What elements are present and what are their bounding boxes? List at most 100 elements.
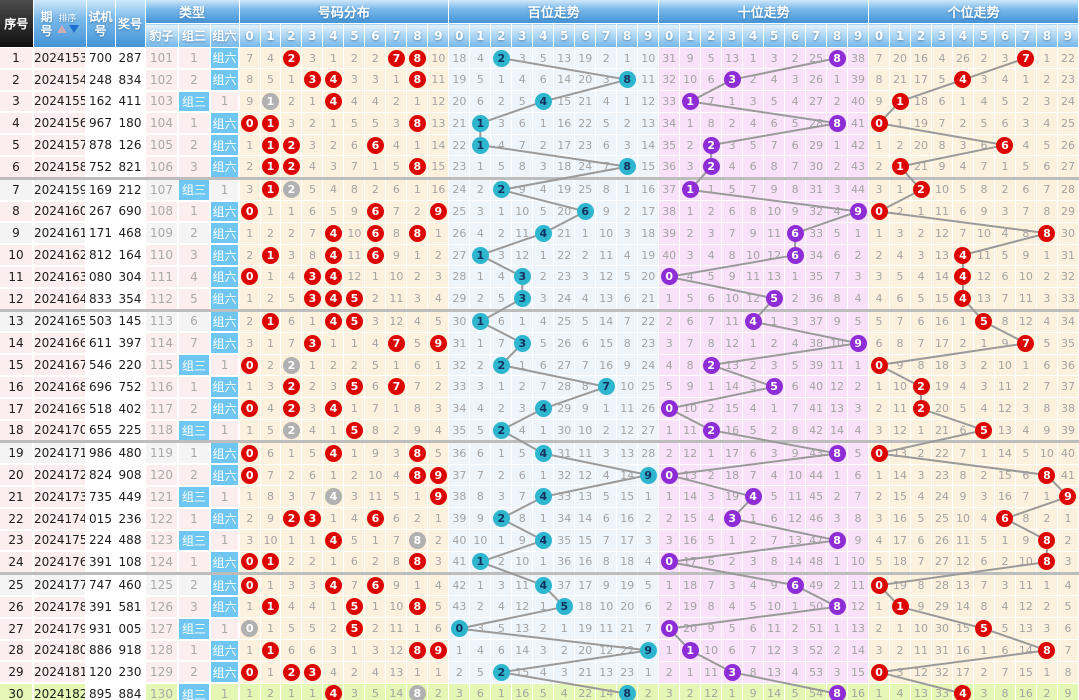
hundreds-cell: 6	[574, 200, 597, 223]
tens-cell: 6	[700, 287, 723, 311]
units-cell: 3	[889, 661, 912, 684]
hundreds-cell: 11	[616, 397, 639, 421]
tens-cell: 37	[658, 176, 681, 202]
hundreds-cell: 3	[511, 287, 534, 311]
test-cell: 169	[86, 176, 116, 202]
seq-cell: 18	[0, 419, 34, 443]
hundreds-cell: 19	[574, 47, 597, 70]
dist-cell: 10	[385, 595, 408, 619]
units-cell: 5	[952, 176, 974, 202]
hundreds-cell: 18	[637, 222, 660, 245]
zu6-column-header: 组六	[210, 23, 240, 48]
dist-cell: 9	[260, 507, 282, 531]
sort-asc-icon[interactable]	[56, 25, 67, 33]
units-cell: 4	[889, 683, 912, 700]
data-row-20: 20 2024172 824 908 120 2 组六 0 7 2 6 1 2 10 4 8 9 37 7 2 6 1 32…	[0, 464, 1079, 487]
dist-cell: 3	[301, 134, 324, 157]
hit-circle: 3	[303, 268, 321, 286]
dist-cell: 4	[427, 287, 450, 311]
digit-col-header-dist-8: 8	[406, 23, 429, 48]
data-row-8: 8 2024160 267 690 108 1 组六 0 1 1 6 5 9 6 7 2 9 25 3 1 10 5 20 6…	[0, 200, 1079, 224]
dist-cell: 1	[322, 112, 345, 135]
tens-cell: 1	[826, 464, 849, 487]
period-label: 期号	[40, 9, 53, 38]
z6-cell: 组六	[210, 308, 241, 334]
z6-cell: 1	[210, 617, 241, 641]
tens-cell: 8	[826, 529, 849, 552]
units-cell: 1	[868, 683, 891, 700]
dist-cell: 10	[364, 464, 387, 487]
units-cell: 12	[973, 265, 995, 289]
units-cell: 3	[910, 244, 932, 267]
hundreds-cell: 5	[511, 440, 534, 465]
hundreds-cell: 5	[490, 155, 513, 179]
hundreds-cell: 10	[595, 222, 618, 245]
hundreds-cell: 38	[448, 485, 471, 509]
tens-cell: 8	[826, 112, 849, 135]
hundreds-cell: 2	[595, 47, 618, 70]
dist-cell: 13	[427, 112, 450, 135]
tens-cell: 2	[679, 134, 702, 157]
hundreds-cell: 4	[511, 68, 534, 92]
tens-cell: 4	[742, 397, 765, 421]
tens-cell: 3	[658, 529, 681, 552]
tens-cell: 4	[847, 419, 870, 443]
hundreds-cell: 31	[448, 332, 471, 355]
dist-cell: 11	[385, 287, 408, 311]
tens-cell: 1	[658, 485, 681, 509]
tens-cell: 13	[721, 47, 744, 70]
seq-cell: 11	[0, 265, 34, 289]
tens-cell: 0	[658, 464, 681, 487]
data-row-13: 13 2024165 503 145 113 6 组六 2 1 6 1 4 5 3 12 4 5 30 1 6 1 4 25…	[0, 308, 1079, 334]
sort-widget[interactable]: 排序	[56, 14, 79, 33]
z3-cell: 1	[178, 47, 211, 70]
prize-cell: 145	[115, 308, 146, 334]
tens-cell: 8	[763, 155, 786, 179]
hundreds-cell: 8	[511, 507, 534, 531]
hit-circle: 0	[241, 620, 259, 638]
dist-cell: 1	[406, 176, 429, 202]
hit-circle: 4	[954, 289, 972, 307]
hundreds-cell: 6	[637, 595, 660, 619]
data-row-26: 26 2024178 391 581 126 3 组六 1 1 4 4 1 5 1 10 8 5 43 2 4 12 1 5…	[0, 595, 1079, 619]
test-cell: 824	[86, 464, 116, 487]
tens-cell: 4	[721, 595, 744, 619]
dist-cell: 4	[322, 244, 345, 267]
dist-cell: 1	[301, 354, 324, 377]
dist-cell: 12	[385, 639, 408, 662]
test-cell: 700	[86, 47, 116, 70]
hit-circle: 2	[492, 356, 510, 374]
hundreds-cell: 14	[511, 639, 534, 662]
z3-cell: 7	[178, 332, 211, 356]
units-cell: 8	[994, 308, 1016, 333]
hundreds-cell: 1	[532, 507, 555, 531]
dist-cell: 8	[238, 68, 261, 92]
dist-cell: 2	[364, 176, 387, 202]
test-number-column-header: 试机号	[86, 0, 116, 48]
z6-cell: 组六	[210, 155, 241, 180]
hundreds-cell: 17	[553, 134, 576, 157]
units-cell: 3	[1015, 397, 1037, 421]
units-cell: 2	[910, 440, 932, 465]
hit-circle: 2	[282, 158, 300, 176]
tens-cell: 10	[763, 200, 786, 223]
dist-cell: 3	[385, 112, 408, 135]
hundreds-cell: 6	[490, 308, 513, 333]
units-cell: 33	[1057, 287, 1079, 311]
sort-desc-icon[interactable]	[68, 25, 79, 33]
seq-cell: 4	[0, 112, 34, 136]
tens-cell: 9	[742, 683, 765, 700]
tens-cell: 18	[721, 464, 744, 487]
tens-cell: 4	[700, 244, 723, 267]
dist-cell: 1	[322, 47, 345, 70]
tens-cell: 30	[805, 155, 828, 179]
hundreds-cell: 9	[637, 464, 660, 487]
units-cell: 1	[1036, 485, 1058, 509]
period-column-header[interactable]: 期号 排序	[33, 0, 87, 48]
dist-cell: 2	[280, 397, 303, 421]
tens-cell: 9	[847, 332, 870, 355]
hundreds-cell: 1	[490, 529, 513, 552]
dist-cell: 2	[301, 112, 324, 135]
units-cell: 6	[910, 529, 932, 552]
seq-cell: 19	[0, 440, 34, 466]
